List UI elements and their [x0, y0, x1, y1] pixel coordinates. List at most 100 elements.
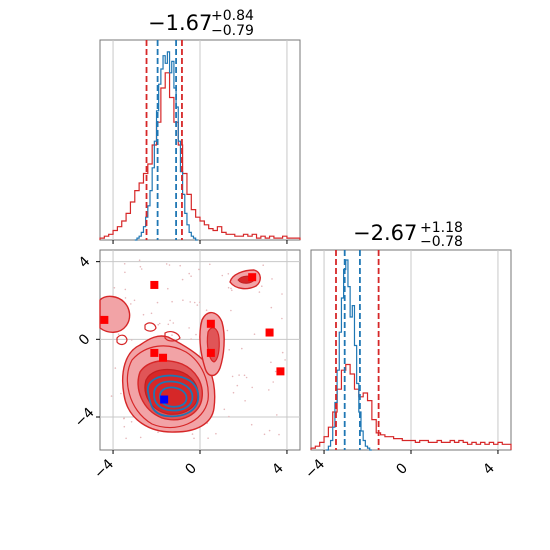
scatter-dot	[125, 437, 127, 440]
scatter-dot	[123, 263, 126, 265]
scatter-dot	[167, 287, 169, 290]
scatter-dot	[198, 301, 201, 304]
scatter-dot	[232, 391, 235, 394]
scatter-dot	[139, 436, 142, 439]
scatter-dot	[284, 359, 286, 361]
scatter-dot	[195, 333, 197, 336]
scatter-dot	[169, 319, 171, 322]
scatter-dot	[130, 421, 133, 423]
scatter-dot	[245, 376, 248, 379]
scatter-dot	[130, 303, 132, 305]
red-marker-5	[150, 348, 159, 357]
scatter-dot	[123, 425, 126, 428]
scatter-dot	[130, 339, 133, 341]
scatter-dot	[270, 306, 273, 309]
scatter-dot	[158, 322, 161, 325]
joint-x-tick-label-2: 4	[269, 460, 287, 478]
scatter-dot	[241, 347, 243, 350]
scatter-dot	[227, 273, 230, 275]
scatter-dot	[281, 293, 283, 295]
blue-marker	[160, 395, 169, 404]
scatter-dot	[276, 414, 278, 416]
histogram-panel-y: −4 0 4 −2.67 +1.18 −0.78	[302, 220, 512, 482]
scatter-dot	[228, 415, 230, 418]
histogram-x-ticks	[112, 240, 288, 244]
scatter-dot	[236, 384, 239, 387]
red-contour-outer-left	[99, 295, 131, 333]
scatter-dot	[230, 287, 232, 290]
red-contour-outer-ring-1	[126, 345, 209, 429]
histogram-panel-x: −1.67 +0.84 −0.79	[99, 8, 301, 244]
scatter-dot	[281, 317, 283, 320]
joint-y-tick-label-0: −4	[72, 405, 98, 431]
scatter-dot	[278, 433, 280, 436]
scatter-dot	[207, 437, 209, 440]
scatter-dot	[189, 301, 191, 303]
scatter-dot	[157, 323, 159, 326]
red-contour-outer-left-small	[116, 334, 128, 346]
joint-x-tick-label-1: 0	[182, 460, 200, 478]
scatter-dot	[171, 334, 173, 336]
scatter-dot	[113, 287, 116, 289]
red-marker-2	[100, 315, 109, 324]
scatter-dot	[182, 299, 184, 302]
hist-x-series-0	[99, 72, 301, 240]
scatter-dot	[223, 408, 226, 411]
scatter-dot	[193, 301, 196, 304]
scatter-dot	[243, 374, 246, 377]
scatter-dot	[198, 268, 200, 271]
scatter-dot	[190, 275, 192, 278]
scatter-dot	[205, 309, 208, 312]
scatter-dot	[253, 333, 256, 336]
histogram-y-title-upper: +1.18	[420, 220, 463, 236]
scatter-dot	[188, 272, 190, 275]
scatter-dot	[120, 392, 122, 395]
joint-grid	[100, 250, 300, 450]
scatter-dot	[209, 263, 211, 266]
scatter-dot	[228, 349, 230, 351]
scatter-dot	[251, 386, 253, 389]
hist-y-tick-label-1: 0	[393, 460, 411, 478]
scatter-dot	[114, 367, 117, 369]
scatter-dot	[133, 299, 136, 302]
scatter-dot	[270, 361, 272, 364]
joint-x-tick-label-0: −4	[91, 456, 117, 482]
scatter-dot	[230, 309, 232, 312]
red-contour-outer-notch	[144, 322, 157, 332]
histogram-y-grid	[323, 250, 499, 450]
scatter-dot	[258, 291, 261, 293]
scatter-dot	[262, 264, 265, 267]
red-marker-0	[150, 280, 159, 289]
scatter-dot	[272, 381, 275, 383]
histogram-y-title-lower: −0.78	[420, 234, 463, 250]
joint-markers	[100, 273, 285, 404]
scatter-dot	[138, 259, 141, 262]
red-contour-outer-center-small	[164, 331, 181, 342]
joint-x-ticks: −4 0 4	[91, 450, 288, 482]
red-marker-3	[206, 319, 215, 328]
scatter-dot	[172, 322, 175, 324]
scatter-dot	[140, 268, 143, 270]
scatter-dot	[181, 278, 184, 281]
scatter-dot	[191, 433, 194, 435]
joint-y-ticks: −4 0 4	[72, 253, 100, 431]
scatter-dot	[165, 263, 168, 265]
scatter-dot	[156, 301, 159, 304]
scatter-dot	[231, 289, 233, 292]
histogram-y-quantile-lines	[335, 250, 380, 450]
scatter-dot	[221, 274, 224, 277]
scatter-dot	[238, 374, 240, 376]
hist-y-tick-label-2: 4	[480, 460, 498, 478]
scatter-dot	[261, 285, 263, 288]
scatter-dot	[168, 264, 171, 266]
hist-y-series-1	[326, 259, 372, 451]
histogram-y-title: −2.67	[353, 221, 417, 245]
scatter-dot	[250, 423, 253, 426]
scatter-dot	[227, 286, 230, 289]
scatter-dot	[196, 304, 199, 306]
scatter-dot	[188, 327, 190, 329]
scatter-dot	[226, 329, 229, 332]
scatter-dot	[271, 278, 273, 280]
joint-y-tick-label-1: 0	[76, 331, 94, 349]
